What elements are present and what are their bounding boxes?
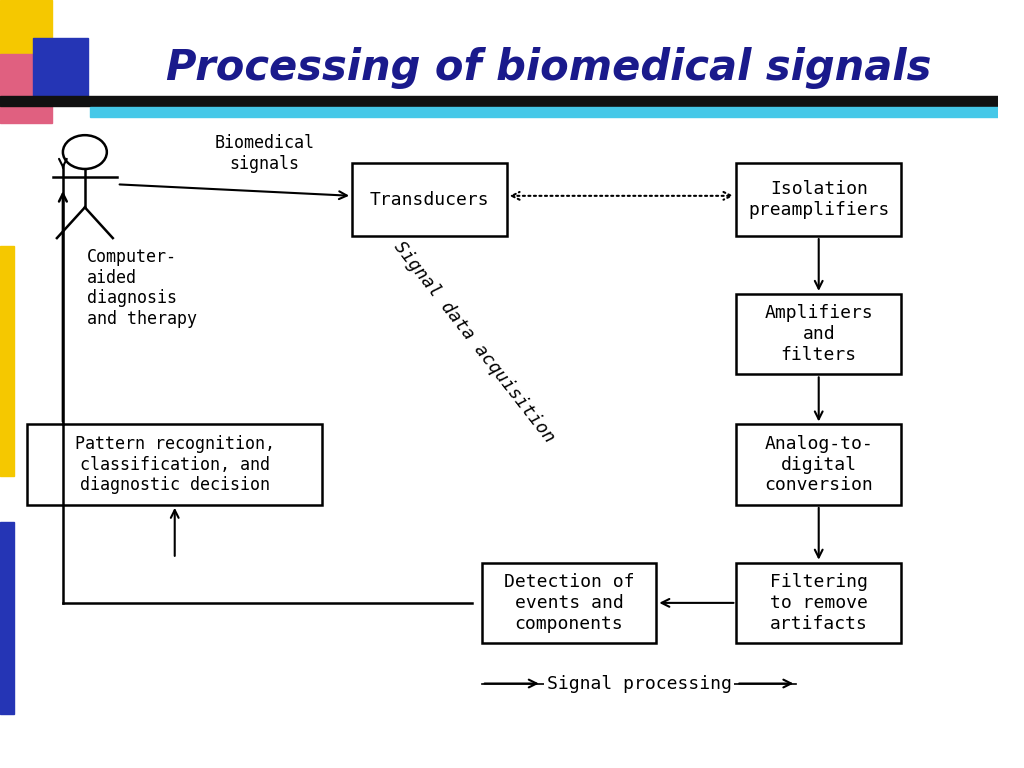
- Bar: [90, 107, 998, 117]
- FancyBboxPatch shape: [28, 424, 322, 505]
- FancyBboxPatch shape: [736, 424, 901, 505]
- Text: Analog-to-
digital
conversion: Analog-to- digital conversion: [764, 435, 873, 495]
- Text: Biomedical
signals: Biomedical signals: [215, 134, 314, 173]
- Bar: [0, 96, 998, 106]
- Text: Computer-
aided
diagnosis
and therapy: Computer- aided diagnosis and therapy: [87, 248, 197, 328]
- FancyBboxPatch shape: [736, 164, 901, 237]
- Text: Pattern recognition,
classification, and
diagnostic decision: Pattern recognition, classification, and…: [75, 435, 274, 495]
- Text: Transducers: Transducers: [370, 190, 489, 209]
- FancyBboxPatch shape: [736, 294, 901, 375]
- Text: Amplifiers
and
filters: Amplifiers and filters: [764, 304, 873, 364]
- Bar: [0, 246, 14, 476]
- Bar: [0, 54, 52, 123]
- Text: Isolation
preamplifiers: Isolation preamplifiers: [748, 180, 890, 219]
- FancyBboxPatch shape: [736, 562, 901, 644]
- Text: Processing of biomedical signals: Processing of biomedical signals: [167, 47, 932, 88]
- Bar: [33, 38, 88, 96]
- Bar: [0, 522, 14, 714]
- Text: Filtering
to remove
artifacts: Filtering to remove artifacts: [770, 573, 867, 633]
- Bar: [0, 0, 52, 61]
- Text: Detection of
events and
components: Detection of events and components: [504, 573, 634, 633]
- Text: Signal data acquisition: Signal data acquisition: [390, 237, 558, 446]
- FancyBboxPatch shape: [481, 562, 656, 644]
- Text: Signal processing: Signal processing: [547, 674, 731, 693]
- FancyBboxPatch shape: [352, 164, 507, 237]
